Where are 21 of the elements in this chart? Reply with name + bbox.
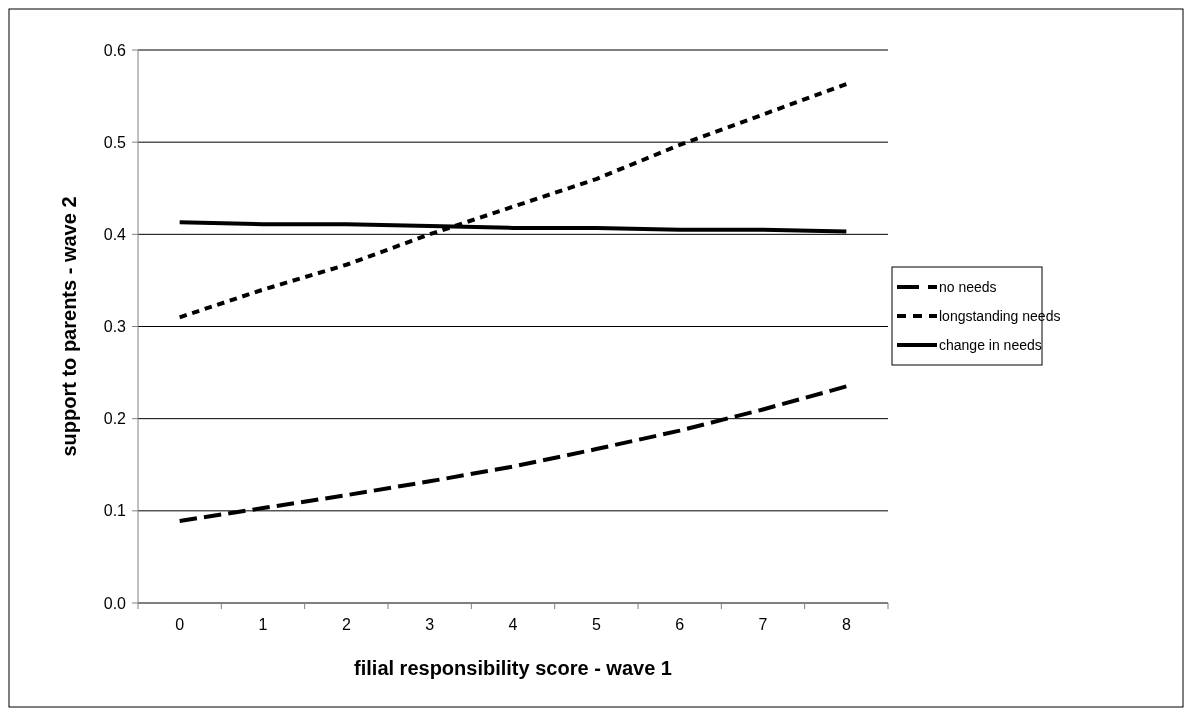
y-tick-label: 0.0: [103, 594, 127, 612]
y-axis-title: support to parents - wave 2: [58, 196, 80, 457]
y-tick-label: 0.5: [103, 133, 127, 151]
legend-label: change in needs: [939, 336, 1042, 353]
x-axis-title: filial responsibility score - wave 1: [354, 657, 672, 679]
x-tick-label: 7: [758, 616, 768, 633]
x-tick-label: 3: [425, 616, 435, 633]
x-tick-label: 8: [841, 616, 851, 633]
x-tick-label: 6: [675, 616, 685, 633]
x-tick-label: 5: [591, 616, 601, 633]
y-tick-label: 0.6: [103, 41, 127, 59]
x-tick-label: 2: [341, 616, 351, 633]
x-tick-label: 1: [258, 616, 268, 633]
y-tick-label: 0.4: [103, 225, 127, 243]
x-tick-label: 4: [508, 616, 518, 633]
y-tick-label: 0.3: [103, 318, 127, 336]
x-tick-label: 0: [175, 616, 185, 633]
y-tick-label: 0.1: [103, 502, 127, 520]
legend-label: longstanding needs: [939, 307, 1061, 324]
y-tick-label: 0.2: [103, 410, 127, 428]
legend-label: no needs: [939, 278, 997, 295]
